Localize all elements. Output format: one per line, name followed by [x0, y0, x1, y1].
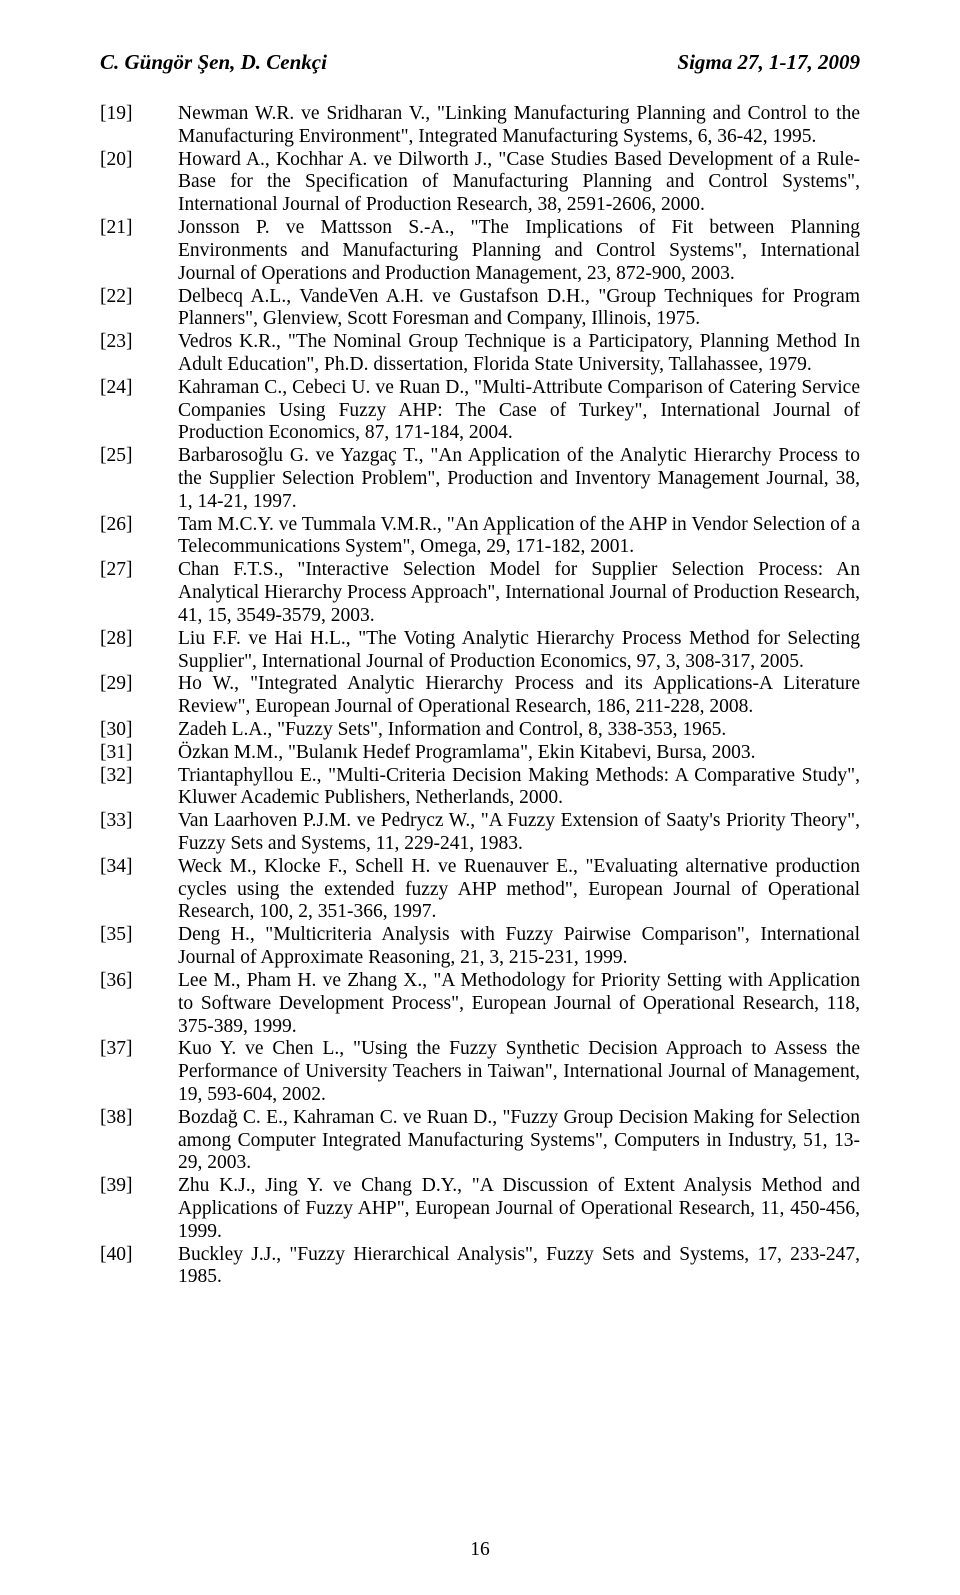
- reference-item: [26]Tam M.C.Y. ve Tummala V.M.R., "An Ap…: [100, 514, 860, 560]
- reference-item: [25]Barbarosoğlu G. ve Yazgaç T., "An Ap…: [100, 445, 860, 513]
- reference-text: Lee M., Pham H. ve Zhang X., "A Methodol…: [178, 970, 860, 1038]
- reference-number: [30]: [100, 719, 178, 742]
- header-left: C. Güngör Şen, D. Cenkçi: [100, 50, 327, 75]
- reference-text: Kuo Y. ve Chen L., "Using the Fuzzy Synt…: [178, 1038, 860, 1106]
- reference-item: [30]Zadeh L.A., "Fuzzy Sets", Informatio…: [100, 719, 860, 742]
- reference-number: [31]: [100, 742, 178, 765]
- reference-item: [27]Chan F.T.S., "Interactive Selection …: [100, 559, 860, 627]
- reference-text: Vedros K.R., "The Nominal Group Techniqu…: [178, 331, 860, 377]
- reference-text: Triantaphyllou E., "Multi-Criteria Decis…: [178, 765, 860, 811]
- reference-text: Zhu K.J., Jing Y. ve Chang D.Y., "A Disc…: [178, 1175, 860, 1243]
- reference-number: [38]: [100, 1107, 178, 1175]
- reference-number: [39]: [100, 1175, 178, 1243]
- reference-list: [19]Newman W.R. ve Sridharan V., "Linkin…: [100, 103, 860, 1289]
- page-header: C. Güngör Şen, D. Cenkçi Sigma 27, 1-17,…: [100, 50, 860, 75]
- reference-number: [28]: [100, 628, 178, 674]
- reference-text: Howard A., Kochhar A. ve Dilworth J., "C…: [178, 149, 860, 217]
- reference-number: [37]: [100, 1038, 178, 1106]
- reference-text: Delbecq A.L., VandeVen A.H. ve Gustafson…: [178, 286, 860, 332]
- reference-text: Kahraman C., Cebeci U. ve Ruan D., "Mult…: [178, 377, 860, 445]
- reference-item: [22]Delbecq A.L., VandeVen A.H. ve Gusta…: [100, 286, 860, 332]
- reference-item: [37]Kuo Y. ve Chen L., "Using the Fuzzy …: [100, 1038, 860, 1106]
- reference-number: [20]: [100, 149, 178, 217]
- reference-item: [39]Zhu K.J., Jing Y. ve Chang D.Y., "A …: [100, 1175, 860, 1243]
- reference-text: Chan F.T.S., "Interactive Selection Mode…: [178, 559, 860, 627]
- reference-number: [32]: [100, 765, 178, 811]
- reference-text: Jonsson P. ve Mattsson S.-A., "The Impli…: [178, 217, 860, 285]
- page: C. Güngör Şen, D. Cenkçi Sigma 27, 1-17,…: [0, 0, 960, 1595]
- reference-number: [29]: [100, 673, 178, 719]
- reference-text: Bozdağ C. E., Kahraman C. ve Ruan D., "F…: [178, 1107, 860, 1175]
- reference-item: [31]Özkan M.M., "Bulanık Hedef Programla…: [100, 742, 860, 765]
- reference-text: Liu F.F. ve Hai H.L., "The Voting Analyt…: [178, 628, 860, 674]
- reference-number: [36]: [100, 970, 178, 1038]
- reference-item: [35]Deng H., "Multicriteria Analysis wit…: [100, 924, 860, 970]
- reference-text: Özkan M.M., "Bulanık Hedef Programlama",…: [178, 742, 860, 765]
- reference-text: Tam M.C.Y. ve Tummala V.M.R., "An Applic…: [178, 514, 860, 560]
- reference-number: [27]: [100, 559, 178, 627]
- reference-item: [23]Vedros K.R., "The Nominal Group Tech…: [100, 331, 860, 377]
- reference-text: Van Laarhoven P.J.M. ve Pedrycz W., "A F…: [178, 810, 860, 856]
- reference-text: Newman W.R. ve Sridharan V., "Linking Ma…: [178, 103, 860, 149]
- reference-number: [21]: [100, 217, 178, 285]
- reference-text: Ho W., "Integrated Analytic Hierarchy Pr…: [178, 673, 860, 719]
- reference-text: Weck M., Klocke F., Schell H. ve Ruenauv…: [178, 856, 860, 924]
- reference-item: [20]Howard A., Kochhar A. ve Dilworth J.…: [100, 149, 860, 217]
- reference-item: [40]Buckley J.J., "Fuzzy Hierarchical An…: [100, 1244, 860, 1290]
- reference-number: [40]: [100, 1244, 178, 1290]
- reference-item: [34]Weck M., Klocke F., Schell H. ve Rue…: [100, 856, 860, 924]
- reference-number: [34]: [100, 856, 178, 924]
- reference-item: [28]Liu F.F. ve Hai H.L., "The Voting An…: [100, 628, 860, 674]
- reference-item: [38]Bozdağ C. E., Kahraman C. ve Ruan D.…: [100, 1107, 860, 1175]
- reference-item: [33]Van Laarhoven P.J.M. ve Pedrycz W., …: [100, 810, 860, 856]
- reference-item: [21]Jonsson P. ve Mattsson S.-A., "The I…: [100, 217, 860, 285]
- reference-number: [26]: [100, 514, 178, 560]
- reference-text: Deng H., "Multicriteria Analysis with Fu…: [178, 924, 860, 970]
- reference-item: [24]Kahraman C., Cebeci U. ve Ruan D., "…: [100, 377, 860, 445]
- reference-text: Buckley J.J., "Fuzzy Hierarchical Analys…: [178, 1244, 860, 1290]
- reference-number: [23]: [100, 331, 178, 377]
- reference-item: [29]Ho W., "Integrated Analytic Hierarch…: [100, 673, 860, 719]
- reference-number: [35]: [100, 924, 178, 970]
- page-number: 16: [0, 1539, 960, 1561]
- reference-text: Barbarosoğlu G. ve Yazgaç T., "An Applic…: [178, 445, 860, 513]
- reference-number: [22]: [100, 286, 178, 332]
- reference-number: [33]: [100, 810, 178, 856]
- reference-item: [36]Lee M., Pham H. ve Zhang X., "A Meth…: [100, 970, 860, 1038]
- reference-number: [19]: [100, 103, 178, 149]
- reference-text: Zadeh L.A., "Fuzzy Sets", Information an…: [178, 719, 860, 742]
- header-right: Sigma 27, 1-17, 2009: [677, 50, 860, 75]
- reference-number: [24]: [100, 377, 178, 445]
- reference-item: [19]Newman W.R. ve Sridharan V., "Linkin…: [100, 103, 860, 149]
- reference-number: [25]: [100, 445, 178, 513]
- reference-item: [32]Triantaphyllou E., "Multi-Criteria D…: [100, 765, 860, 811]
